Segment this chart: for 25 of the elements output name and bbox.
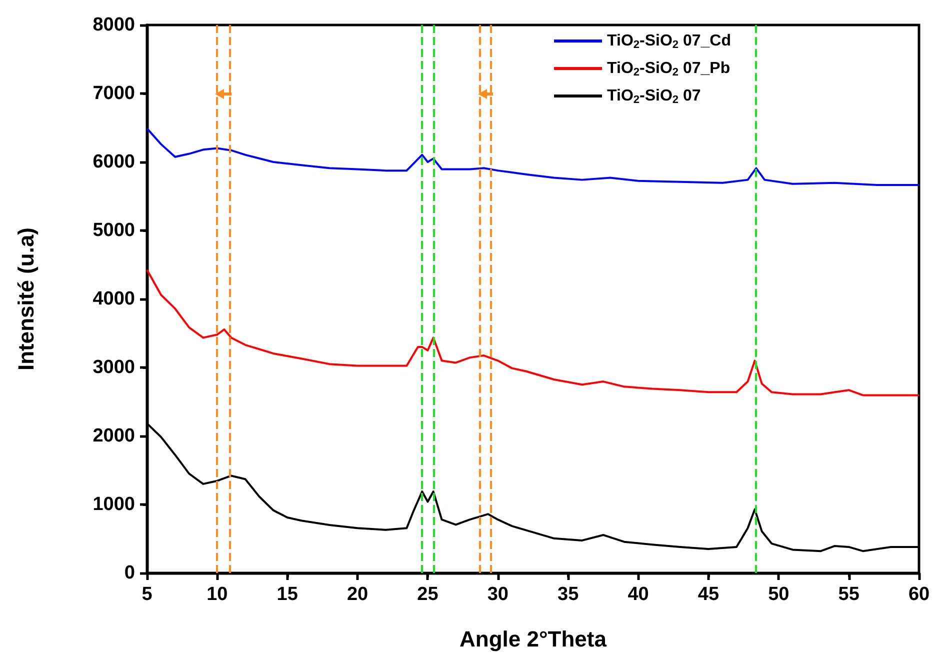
- x-tick-label: 45: [698, 584, 720, 605]
- y-tick-label: 8000: [92, 14, 135, 36]
- x-tick-label: 25: [417, 584, 439, 605]
- x-axis-title: Angle 2°Theta: [460, 626, 608, 652]
- x-tick-label: 10: [206, 584, 228, 605]
- x-tick-label: 30: [487, 584, 508, 605]
- line-series: [146, 127, 920, 186]
- x-tick-label: 60: [908, 584, 930, 605]
- y-tick-label: 2000: [92, 426, 135, 446]
- x-tick-label: 35: [558, 584, 580, 605]
- y-tick-label: 7000: [92, 83, 135, 104]
- y-tick-label: 1000: [92, 494, 135, 515]
- y-tick-label: 0: [124, 562, 135, 584]
- x-tick-label: 20: [346, 584, 368, 605]
- x-tick-label: 55: [838, 584, 860, 605]
- x-tick-label: 15: [276, 584, 298, 605]
- y-tick-label: 3000: [92, 357, 135, 378]
- y-tick-label: 6000: [92, 152, 135, 172]
- x-tick-label: 40: [628, 584, 649, 605]
- line-series: [146, 268, 920, 396]
- y-tick-label: 4000: [92, 288, 135, 310]
- y-axis-title: Intensité (u.a): [14, 227, 38, 371]
- x-tick-label: 5: [142, 584, 153, 605]
- y-tick-label: 5000: [92, 220, 135, 241]
- x-tick-label: 50: [768, 584, 790, 605]
